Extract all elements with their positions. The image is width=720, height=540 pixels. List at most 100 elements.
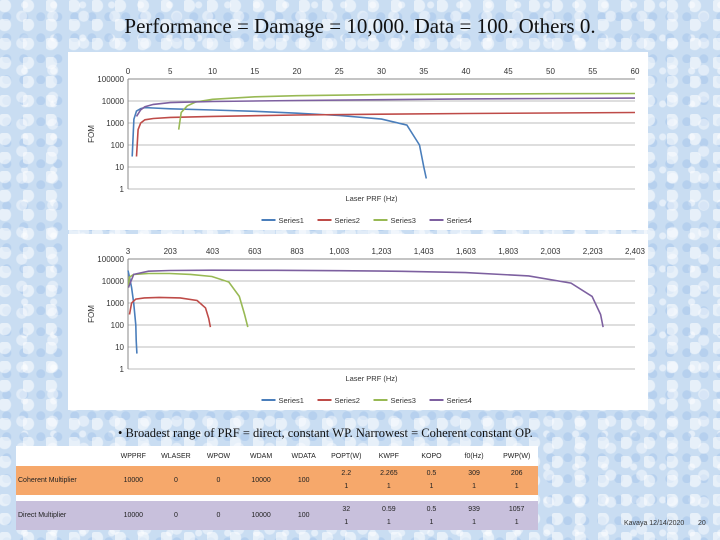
table-cell: 0	[197, 501, 240, 530]
y-tick-label: 1	[120, 365, 125, 374]
y-tick-label: 10000	[102, 277, 125, 286]
legend-label: Series4	[447, 396, 472, 405]
table-header-cell	[16, 446, 112, 466]
table-cell: 32 1	[324, 501, 368, 530]
x-tick-label: 2,403	[625, 247, 646, 256]
footer-date: Kavaya 12/14/2020	[624, 520, 685, 527]
y-tick-label: 10	[115, 343, 124, 352]
table-cell: 0	[154, 466, 198, 495]
series-line-series1	[131, 106, 428, 179]
x-tick-label: 2,003	[540, 247, 561, 256]
legend-label: Series2	[335, 396, 360, 405]
table-header-cell: WDAM	[239, 446, 283, 466]
x-tick-label: 203	[164, 247, 178, 256]
series-line-series2	[135, 111, 636, 157]
x-tick-label: 1,603	[456, 247, 477, 256]
legend-label: Series1	[279, 216, 304, 225]
x-tick-label: 25	[335, 67, 344, 76]
x-tick-label: 1,403	[414, 247, 435, 256]
x-tick-label: 10	[208, 67, 217, 76]
series-line-series3	[127, 272, 249, 328]
row-label: Coherent Multiplier	[16, 466, 112, 495]
x-tick-label: 55	[588, 67, 597, 76]
x-tick-label: 1,803	[498, 247, 519, 256]
series-line-series4	[135, 97, 636, 117]
table-header-cell: KWPF	[367, 446, 411, 466]
summary-bullet: • Broadest range of PRF = direct, consta…	[118, 426, 533, 440]
table-cell: 0	[154, 501, 198, 530]
legend-label: Series2	[335, 216, 360, 225]
table-header-cell: WPOW	[197, 446, 240, 466]
table-header-cell: KOPO	[410, 446, 453, 466]
table-header-cell: PWP(W)	[495, 446, 538, 466]
y-tick-label: 1000	[106, 299, 124, 308]
series-line-series3	[177, 92, 636, 130]
table-cell: 1057 1	[495, 501, 538, 530]
series-line-series2	[128, 296, 212, 328]
y-tick-label: 10	[115, 163, 124, 172]
table-cell: 2.2 1	[324, 466, 368, 495]
x-tick-label: 2,203	[583, 247, 604, 256]
x-tick-label: 1,003	[329, 247, 350, 256]
table-header-cell: WLASER	[154, 446, 198, 466]
legend-label: Series3	[391, 216, 416, 225]
y-tick-label: 100	[111, 321, 125, 330]
table-header-cell: WPPRF	[112, 446, 155, 466]
y-tick-label: 10000	[102, 97, 125, 106]
table-cell: 0.5 1	[410, 466, 453, 495]
table-cell: 10000	[239, 466, 283, 495]
x-tick-label: 5	[168, 67, 173, 76]
table-cell: 939 1	[452, 501, 496, 530]
fom-vs-prf-chart-high-range: 1 10 100 1000 10000 100000 3 203 403 603 803 1,003 1…	[68, 234, 648, 410]
x-tick-label: 603	[248, 247, 262, 256]
x-tick-label: 30	[377, 67, 386, 76]
y-tick-label: 100000	[97, 75, 124, 84]
x-axis-label: Laser PRF (Hz)	[345, 194, 398, 203]
x-tick-label: 40	[462, 67, 471, 76]
series-line-series4	[127, 269, 604, 328]
table-cell: 10000	[239, 501, 283, 530]
x-axis-label: Laser PRF (Hz)	[345, 374, 398, 383]
x-tick-label: 45	[504, 67, 513, 76]
x-tick-label: 403	[206, 247, 220, 256]
page-number: 20	[698, 520, 706, 527]
table-header-cell: WDATA	[282, 446, 325, 466]
x-tick-label: 3	[126, 247, 131, 256]
table-row: Coherent Multiplier 10000 0 0 10000 100 2.2 1 2.…	[16, 466, 538, 495]
table-cell: 100	[282, 501, 325, 530]
table-cell: 10000	[112, 501, 155, 530]
table-spacer-row	[16, 494, 538, 502]
x-tick-label: 15	[250, 67, 259, 76]
x-tick-label: 60	[631, 67, 640, 76]
multiplier-table: WPPRF WLASER WPOW WDAM WDATA POPT(W) KWPF KOPO f…	[16, 446, 538, 530]
x-tick-label: 803	[290, 247, 304, 256]
table-cell: 206 1	[495, 466, 538, 495]
row-label: Direct Multiplier	[16, 501, 112, 530]
y-tick-label: 100	[111, 141, 125, 150]
table-cell: 0	[197, 466, 240, 495]
table-row: Direct Multiplier 10000 0 0 10000 100 32 1 0.59 1…	[16, 501, 538, 530]
table-cell: 0.5 1	[410, 501, 453, 530]
fom-vs-prf-chart-low-range: 1 10 100 1000 10000 100000 0 5 10 15 20 25 30 35 40 45 5…	[68, 52, 648, 230]
y-axis-label: FOM	[87, 305, 96, 323]
legend-label: Series4	[447, 216, 472, 225]
table-cell: 0.59 1	[367, 501, 411, 530]
table-header-cell: POPT(W)	[324, 446, 368, 466]
x-tick-label: 35	[419, 67, 428, 76]
y-tick-label: 1	[120, 185, 125, 194]
y-tick-label: 1000	[106, 119, 124, 128]
x-tick-label: 20	[293, 67, 302, 76]
table-header-row: WPPRF WLASER WPOW WDAM WDATA POPT(W) KWPF KOPO f…	[16, 446, 538, 466]
x-tick-label: 1,203	[371, 247, 392, 256]
table-cell: 100	[282, 466, 325, 495]
legend-label: Series1	[279, 396, 304, 405]
legend-label: Series3	[391, 396, 416, 405]
table-header-cell: f0(Hz)	[452, 446, 496, 466]
table-cell: 2.265 1	[367, 466, 411, 495]
y-tick-label: 100000	[97, 255, 124, 264]
table-cell: 10000	[112, 466, 155, 495]
x-tick-label: 0	[126, 67, 131, 76]
table-cell: 309 1	[452, 466, 496, 495]
